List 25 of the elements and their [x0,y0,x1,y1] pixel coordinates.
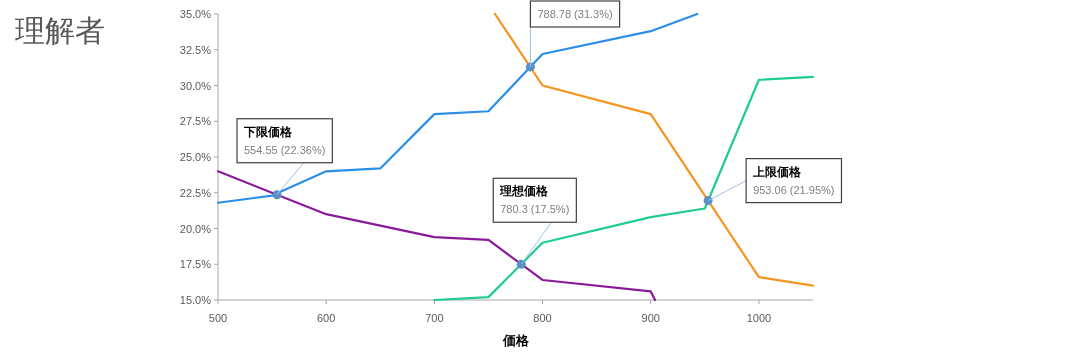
annotation: 理想価格 780.3 (17.5%) [499,184,570,216]
annotation: 788.78 (31.3%) [537,8,613,20]
x-tick-label: 900 [641,312,660,324]
y-tick-label: 15.0% [179,294,212,306]
y-tick-label: 20.0% [179,222,212,235]
annotation: 下限価格 554.55 (22.36%) [243,124,326,156]
x-tick-label: 500 [208,312,228,324]
title: 理解者 [15,14,105,47]
annotation: 上限価格 953.06 (21.95%) [752,164,835,196]
y-tick-label: 17.5% [179,258,212,271]
x-axis-title: 価格 [501,333,530,348]
annotation: 788.78 (31.3%) [529,0,621,28]
y-tick-label: 35.0% [179,8,212,20]
y-tick-label: 32.5% [179,43,212,56]
x-tick-label: 600 [317,312,336,324]
y-tick-label: 22.5% [179,186,212,199]
annotation: 上限価格 953.06 (21.95%) [745,158,843,204]
x-tick-label: 800 [533,312,552,324]
y-tick-label: 27.5% [179,115,212,128]
y-tick-label: 30.0% [179,79,212,92]
x-tick-label: 700 [425,312,444,324]
x-tick-label: 1000 [746,312,772,324]
y-tick-label: 25.0% [179,151,212,163]
annotation: 下限価格 554.55 (22.36%) [236,118,333,164]
annotation: 理想価格 780.3 (17.5%) [492,177,577,223]
